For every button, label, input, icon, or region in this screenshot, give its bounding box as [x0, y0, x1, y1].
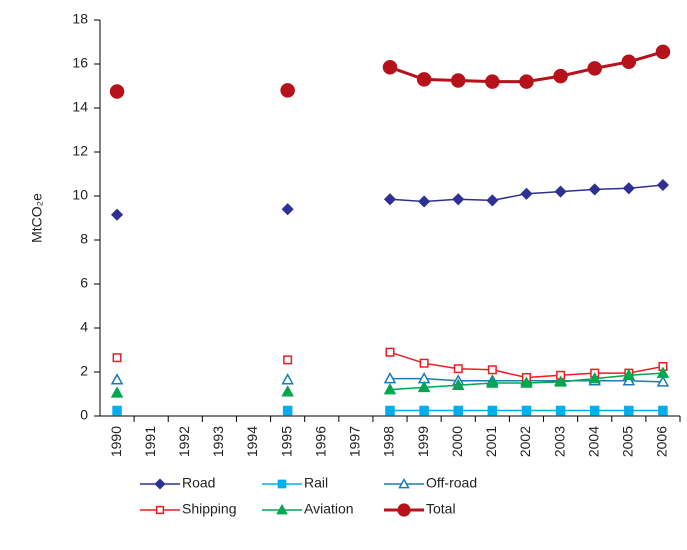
data-point — [487, 405, 498, 416]
x-tick-label: 1996 — [312, 426, 328, 457]
data-point — [555, 405, 566, 416]
data-point — [587, 61, 602, 76]
data-point — [109, 84, 125, 99]
data-point — [283, 355, 293, 365]
x-tick-label: 1990 — [108, 426, 124, 457]
data-point — [656, 366, 670, 378]
data-point — [520, 187, 533, 200]
data-point — [383, 193, 397, 206]
y-tick-label: 2 — [80, 363, 88, 379]
x-tick-label: 1997 — [347, 426, 363, 457]
data-point — [112, 353, 122, 363]
data-point — [419, 358, 429, 368]
x-tick-label: 2001 — [483, 426, 499, 457]
y-tick-label: 8 — [80, 231, 88, 247]
data-point — [486, 376, 499, 388]
legend-marker — [277, 479, 287, 489]
data-point — [281, 373, 294, 385]
y-tick-label: 10 — [72, 187, 88, 203]
data-point — [624, 405, 634, 416]
data-point — [383, 372, 397, 384]
data-point — [521, 405, 532, 416]
y-tick-label: 12 — [72, 143, 88, 159]
legend-label: Aviation — [304, 501, 354, 517]
data-point — [554, 375, 567, 387]
x-tick-label: 1995 — [278, 426, 294, 457]
legend-marker — [398, 477, 410, 489]
y-tick-label: 4 — [80, 319, 88, 335]
data-point — [656, 375, 670, 387]
data-point — [453, 405, 463, 416]
data-point — [281, 385, 294, 397]
data-point — [658, 405, 668, 416]
data-point — [452, 193, 465, 206]
data-point — [622, 374, 636, 386]
data-point — [520, 376, 533, 388]
legend-marker — [154, 478, 166, 490]
legend-label: Rail — [304, 475, 328, 491]
x-tick-label: 1992 — [176, 426, 192, 457]
y-tick-label: 0 — [80, 407, 88, 423]
y-tick-label: 6 — [80, 275, 88, 291]
data-point — [382, 60, 398, 75]
data-point — [553, 68, 568, 84]
data-point — [588, 183, 601, 196]
data-point — [281, 203, 294, 216]
data-point — [385, 347, 395, 357]
data-point — [417, 380, 431, 393]
legend-label: Shipping — [182, 501, 237, 517]
data-point — [589, 405, 600, 416]
legend-marker — [276, 503, 288, 515]
y-tick-label: 18 — [72, 11, 88, 27]
data-point — [419, 405, 429, 416]
x-tick-label: 2006 — [654, 426, 670, 457]
legend-label: Off-road — [426, 475, 477, 491]
x-tick-label: 2000 — [449, 426, 465, 457]
data-point — [110, 373, 124, 385]
data-point — [656, 178, 670, 192]
data-point — [282, 405, 293, 416]
data-point — [416, 72, 432, 87]
data-point — [112, 405, 122, 416]
data-point — [588, 372, 601, 384]
legend-marker — [397, 503, 411, 517]
data-point — [622, 368, 636, 381]
data-point — [554, 185, 567, 198]
data-point — [418, 195, 431, 208]
data-point — [450, 73, 466, 88]
data-point — [280, 83, 295, 98]
data-point — [655, 44, 671, 60]
x-tick-label: 1998 — [381, 426, 397, 457]
data-point — [519, 74, 534, 89]
data-point — [385, 405, 395, 416]
data-point — [621, 54, 637, 70]
x-tick-label: 1994 — [244, 426, 260, 457]
x-tick-label: 2005 — [620, 426, 636, 457]
y-axis-label: MtCO₂e — [29, 193, 45, 243]
x-tick-label: 1993 — [210, 426, 226, 457]
x-tick-label: 2004 — [585, 426, 601, 457]
data-point — [622, 182, 635, 195]
x-tick-label: 2002 — [517, 426, 533, 457]
x-tick-label: 1991 — [142, 426, 158, 457]
y-tick-label: 14 — [72, 99, 88, 115]
legend-label: Total — [426, 501, 456, 517]
x-tick-label: 1999 — [415, 426, 431, 457]
x-tick-label: 2003 — [551, 426, 567, 457]
data-point — [383, 383, 397, 395]
data-point — [110, 386, 124, 398]
data-point — [451, 378, 465, 390]
data-point — [486, 194, 499, 207]
legend-label: Road — [182, 475, 215, 491]
data-point — [110, 208, 124, 221]
data-point — [453, 364, 463, 374]
legend-marker — [155, 505, 165, 515]
data-point — [487, 365, 497, 375]
y-tick-label: 16 — [72, 55, 88, 71]
data-point — [485, 74, 500, 89]
